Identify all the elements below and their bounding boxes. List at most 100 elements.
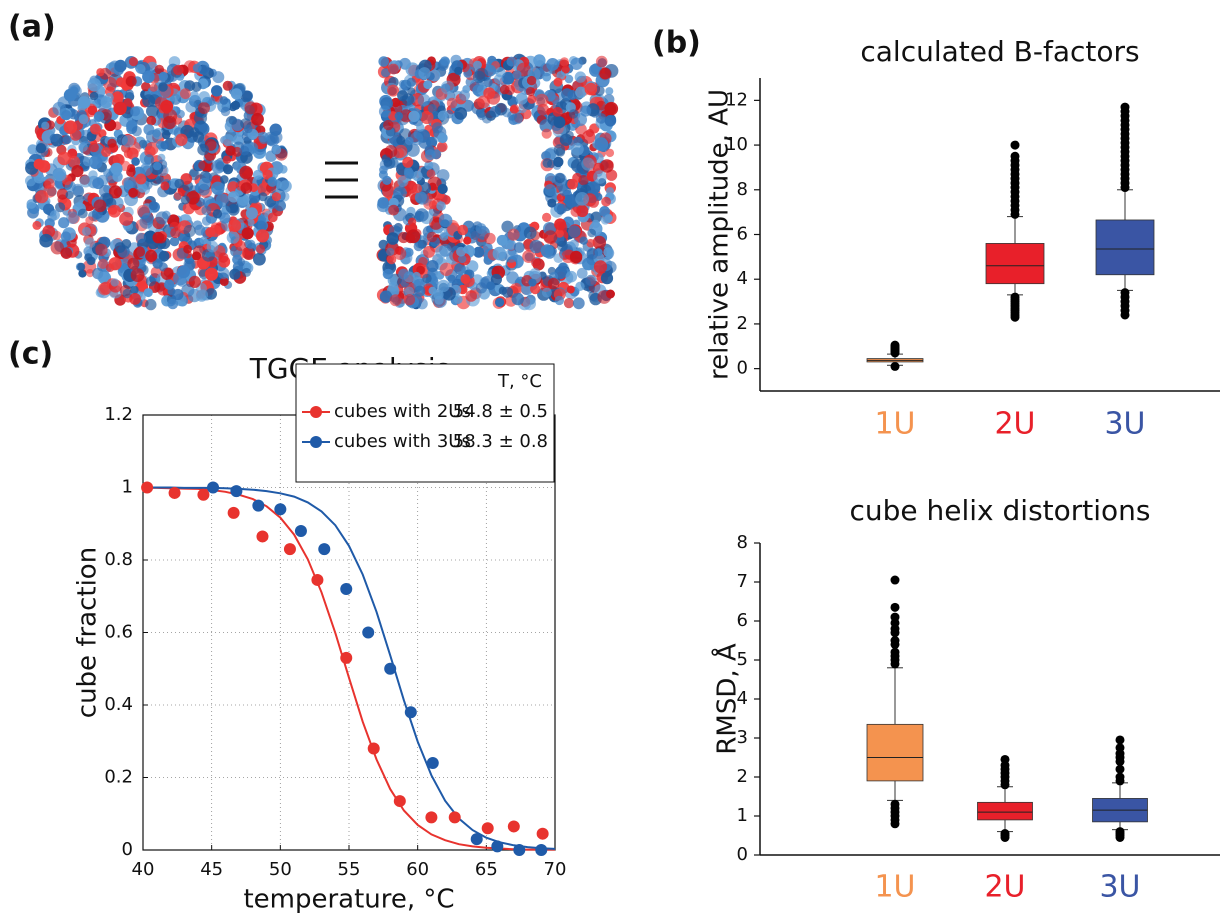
- atom: [252, 169, 264, 180]
- atom: [180, 195, 190, 205]
- atom: [198, 102, 210, 114]
- atom: [85, 216, 94, 225]
- atom: [161, 104, 172, 114]
- atom: [222, 155, 232, 164]
- atom: [158, 82, 168, 92]
- atom: [559, 57, 570, 67]
- y-tick-label: 0.2: [104, 767, 133, 788]
- atom: [128, 57, 139, 67]
- data-point: [404, 706, 417, 719]
- atom: [107, 138, 117, 148]
- atom: [558, 184, 572, 197]
- y-axis-label: relative amplitude, AU: [705, 89, 735, 380]
- data-point: [340, 651, 353, 664]
- atom: [599, 67, 611, 80]
- atom: [427, 104, 437, 113]
- atom: [554, 173, 566, 184]
- atom: [199, 236, 208, 245]
- atom: [135, 173, 147, 185]
- atom: [258, 131, 269, 143]
- atom: [78, 114, 89, 125]
- atom: [378, 56, 390, 67]
- atom: [440, 56, 450, 66]
- atom: [553, 253, 564, 263]
- atom: [597, 290, 611, 304]
- atom: [475, 223, 487, 234]
- atom: [593, 260, 608, 274]
- atom: [145, 249, 158, 262]
- atom: [251, 112, 264, 126]
- atom: [388, 63, 399, 75]
- atom: [595, 113, 607, 124]
- atom: [528, 278, 537, 287]
- atom: [279, 180, 292, 193]
- outlier: [890, 575, 900, 585]
- atom: [198, 91, 210, 103]
- atom: [428, 200, 438, 210]
- data-point: [384, 662, 397, 675]
- atom: [554, 295, 565, 306]
- data-point: [227, 506, 240, 519]
- atom: [160, 140, 170, 150]
- data-point: [448, 811, 461, 824]
- atom: [192, 63, 202, 73]
- x-axis-label: temperature, °C: [243, 885, 454, 915]
- outlier: [890, 612, 900, 622]
- atom: [529, 239, 543, 254]
- atom: [423, 245, 435, 258]
- atom: [173, 191, 183, 200]
- atom: [552, 106, 563, 117]
- atom: [110, 278, 119, 287]
- atom: [506, 271, 519, 284]
- legend-marker: [310, 406, 322, 418]
- atom: [567, 178, 578, 190]
- atom: [546, 58, 559, 71]
- atom: [440, 80, 455, 95]
- atom: [77, 262, 86, 271]
- atom: [570, 206, 582, 218]
- atom: [89, 142, 99, 153]
- outlier: [890, 361, 900, 371]
- atom: [396, 135, 406, 145]
- atom: [507, 228, 520, 241]
- atom: [456, 246, 466, 257]
- atom: [39, 233, 53, 248]
- atom: [418, 256, 428, 267]
- atom: [161, 130, 171, 140]
- box: [866, 723, 924, 782]
- atom: [211, 85, 223, 97]
- atom: [605, 148, 615, 158]
- atom: [420, 110, 434, 125]
- atom: [575, 192, 589, 206]
- atom: [262, 169, 273, 180]
- category-label: 1U: [874, 870, 915, 905]
- atom: [426, 231, 438, 243]
- y-axis-label: RMSD, Å: [711, 643, 743, 755]
- atom: [414, 285, 426, 297]
- atom: [128, 187, 139, 198]
- atom: [496, 234, 508, 246]
- atom: [604, 102, 617, 115]
- atom: [386, 254, 397, 265]
- atom: [568, 225, 581, 238]
- atom: [547, 198, 557, 208]
- category-label: 2U: [994, 407, 1035, 442]
- atom: [143, 124, 155, 136]
- atom: [242, 267, 251, 277]
- atom: [164, 279, 175, 290]
- atom: [130, 285, 139, 295]
- atom: [581, 157, 595, 171]
- atom: [219, 96, 229, 105]
- atom: [600, 272, 614, 285]
- atom: [484, 232, 496, 245]
- atom: [173, 64, 184, 76]
- atom: [244, 124, 253, 134]
- atom: [192, 251, 201, 261]
- atom: [68, 84, 82, 99]
- y-tick-label: 6: [737, 224, 748, 245]
- atom: [197, 289, 209, 301]
- atom: [554, 218, 567, 231]
- atom: [533, 54, 546, 67]
- atom: [540, 244, 554, 258]
- atom: [97, 174, 109, 187]
